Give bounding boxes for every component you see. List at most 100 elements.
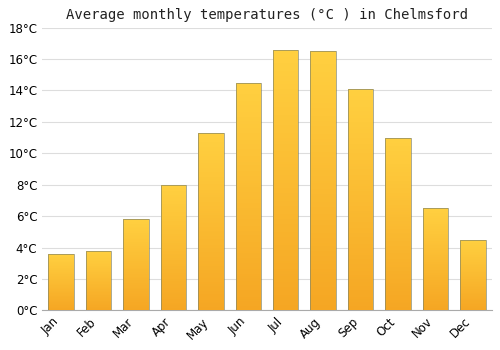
Bar: [460, 302, 485, 303]
Bar: [310, 64, 336, 67]
Bar: [198, 160, 224, 161]
Bar: [236, 128, 261, 131]
Bar: [310, 191, 336, 194]
Bar: [348, 171, 374, 173]
Bar: [423, 258, 448, 259]
Bar: [86, 264, 111, 265]
Bar: [310, 292, 336, 295]
Bar: [348, 113, 374, 116]
Bar: [386, 214, 411, 215]
Bar: [348, 219, 374, 222]
Bar: [236, 133, 261, 135]
Bar: [123, 246, 148, 247]
Bar: [160, 276, 186, 278]
Bar: [348, 135, 374, 138]
Bar: [310, 238, 336, 240]
Bar: [160, 307, 186, 308]
Bar: [160, 197, 186, 198]
Bar: [198, 149, 224, 150]
Bar: [386, 158, 411, 160]
Bar: [386, 222, 411, 224]
Bar: [160, 275, 186, 276]
Bar: [236, 83, 261, 310]
Bar: [86, 299, 111, 300]
Bar: [123, 300, 148, 301]
Bar: [348, 162, 374, 164]
Bar: [348, 111, 374, 113]
Bar: [198, 284, 224, 286]
Bar: [236, 226, 261, 229]
Bar: [348, 124, 374, 127]
Bar: [198, 209, 224, 211]
Bar: [386, 138, 411, 139]
Bar: [236, 294, 261, 297]
Bar: [310, 183, 336, 186]
Bar: [86, 285, 111, 286]
Bar: [198, 198, 224, 200]
Bar: [123, 254, 148, 255]
Bar: [348, 160, 374, 162]
Bar: [236, 233, 261, 235]
Bar: [160, 185, 186, 186]
Bar: [236, 90, 261, 92]
Bar: [273, 243, 298, 245]
Bar: [198, 133, 224, 135]
Bar: [423, 267, 448, 268]
Bar: [386, 296, 411, 298]
Bar: [423, 301, 448, 302]
Title: Average monthly temperatures (°C ) in Chelmsford: Average monthly temperatures (°C ) in Ch…: [66, 8, 468, 22]
Bar: [236, 199, 261, 201]
Bar: [460, 247, 485, 248]
Bar: [198, 174, 224, 175]
Bar: [348, 257, 374, 259]
Bar: [236, 112, 261, 114]
Bar: [86, 272, 111, 273]
Bar: [386, 189, 411, 191]
Bar: [273, 282, 298, 284]
Bar: [310, 56, 336, 59]
Bar: [86, 276, 111, 277]
Bar: [386, 188, 411, 189]
Bar: [423, 215, 448, 216]
Bar: [310, 59, 336, 62]
Bar: [236, 151, 261, 153]
Bar: [386, 210, 411, 212]
Bar: [423, 309, 448, 310]
Bar: [273, 289, 298, 292]
Bar: [198, 200, 224, 202]
Bar: [423, 308, 448, 309]
Bar: [123, 270, 148, 271]
Bar: [198, 184, 224, 186]
Bar: [198, 145, 224, 147]
Bar: [236, 126, 261, 128]
Bar: [273, 185, 298, 188]
Bar: [236, 121, 261, 124]
Bar: [198, 294, 224, 296]
Bar: [198, 177, 224, 179]
Bar: [460, 243, 485, 244]
Bar: [348, 149, 374, 151]
Bar: [86, 287, 111, 288]
Bar: [273, 120, 298, 122]
Bar: [348, 122, 374, 124]
Bar: [386, 229, 411, 231]
Bar: [123, 225, 148, 226]
Bar: [198, 250, 224, 252]
Bar: [310, 228, 336, 230]
Bar: [386, 191, 411, 193]
Bar: [423, 212, 448, 214]
Bar: [86, 296, 111, 297]
Bar: [273, 261, 298, 264]
Bar: [236, 217, 261, 219]
Bar: [310, 126, 336, 129]
Bar: [236, 87, 261, 90]
Bar: [123, 264, 148, 265]
Bar: [236, 185, 261, 187]
Bar: [423, 228, 448, 229]
Bar: [273, 237, 298, 240]
Bar: [310, 150, 336, 152]
Bar: [198, 273, 224, 275]
Bar: [273, 73, 298, 76]
Bar: [198, 170, 224, 172]
Bar: [348, 262, 374, 264]
